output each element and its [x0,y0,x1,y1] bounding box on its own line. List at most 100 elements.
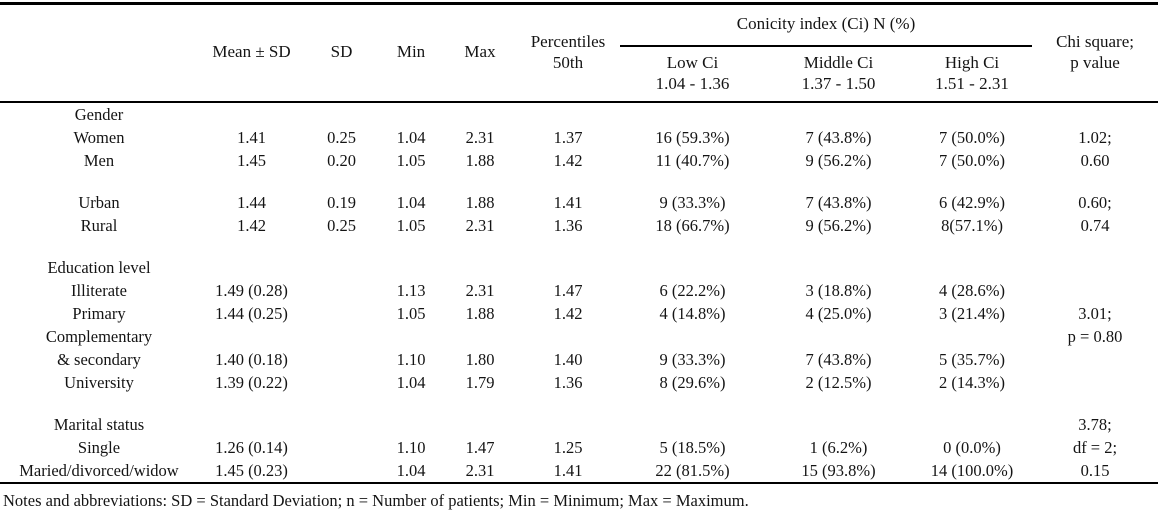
data-cell: 1.40 (0.18) [215,349,288,369]
data-cell: 0.20 [327,150,356,170]
header-chi-line1: Chi square; [1056,32,1134,52]
table-row-marital: Single 1.26 (0.14) 1.10 1.47 1.25 5 (18.5%) 1 … [0,436,1158,459]
header-low-ci: Low Ci 1.04 - 1.36 [620,45,765,103]
data-cell: 1.44 (0.25) [215,303,288,323]
data-cell [305,413,378,436]
data-cell: 2.31 [465,460,495,480]
data-cell: 1.36 [553,372,583,392]
data-cell [378,413,444,436]
data-cell: 1.41 [553,192,583,212]
header-mean-sd: Mean ± SD [198,3,305,103]
data-cell: 4 (28.6%) [939,280,1005,300]
data-cell: 1.05 [396,303,426,323]
data-cell [912,413,1032,436]
data-cell: 6 (42.9%) [939,192,1005,212]
header-row-2: Low Ci 1.04 - 1.36 Middle Ci 1.37 - 1.50… [0,45,1158,103]
row-label-cell: Education level [47,257,151,277]
data-cell: 18 (66.7%) [655,215,730,235]
data-cell [198,256,305,279]
table-row-education: University 1.39 (0.22) 1.04 1.79 1.36 8 (29.6… [0,371,1158,394]
data-cell: 5 (18.5%) [659,437,726,457]
data-cell: 7 (43.8%) [805,349,872,369]
data-cell [1032,102,1158,126]
data-cell: 1.37 [553,127,583,147]
data-cell: 4 (25.0%) [805,303,872,323]
data-cell [912,102,1032,126]
data-cell: 1.41 [553,460,583,480]
data-cell: 1.88 [465,303,495,323]
header-middle-ci: Middle Ci 1.37 - 1.50 [765,45,912,103]
data-cell [765,413,912,436]
data-cell [516,256,620,279]
data-cell: 16 (59.3%) [655,127,730,147]
header-sd: SD [305,3,378,103]
data-cell: 2 (14.3%) [939,372,1005,392]
data-cell: 1.05 [396,215,426,235]
data-cell [620,325,765,348]
data-cell [305,256,378,279]
data-cell: 0 (0.0%) [943,437,1001,457]
row-label-cell: Gender [74,104,124,124]
data-cell [1032,371,1158,394]
header-low-ci-line1: Low Ci [666,52,719,72]
data-cell [444,256,516,279]
row-label-cell: Single [77,437,121,457]
header-row-1: Mean ± SD SD Min Max Percentiles 50th Co… [0,3,1158,103]
header-high-ci-line1: High Ci [944,52,1000,72]
header-percentiles: Percentiles 50th [516,3,620,103]
data-cell: 0.60; [1078,192,1112,212]
data-cell [305,302,378,325]
data-cell: 9 (33.3%) [659,192,726,212]
data-cell [1032,279,1158,302]
table-row-residence: Rural 1.42 0.25 1.05 2.31 1.36 18 (66.7%) 9 (56… [0,214,1158,237]
header-min: Min [378,3,444,103]
data-cell: 1.79 [465,372,495,392]
data-cell: 7 (50.0%) [939,127,1005,147]
section-spacer [0,172,1158,191]
data-cell [305,371,378,394]
data-cell: df = 2; [1072,437,1118,457]
data-cell: 9 (56.2%) [805,150,872,170]
data-cell [444,413,516,436]
table-row-gender: Gender [0,102,1158,126]
data-cell: 1.05 [396,150,426,170]
data-cell: p = 0.80 [1067,326,1123,346]
section-spacer [0,394,1158,413]
header-low-ci-line2: 1.04 - 1.36 [655,73,730,93]
data-cell [516,413,620,436]
section-spacer [0,237,1158,256]
data-cell [305,436,378,459]
header-max: Max [444,3,516,103]
data-cell [444,102,516,126]
data-cell: 0.19 [327,192,356,212]
data-cell: 1.80 [465,349,495,369]
data-cell [305,279,378,302]
header-conicity-group: Conicity index (Ci) N (%) [620,3,1033,47]
data-cell [305,459,378,483]
data-cell [305,102,378,126]
data-cell [1032,256,1158,279]
data-cell: 0.60 [1080,150,1110,170]
data-cell: 1.36 [553,215,583,235]
data-cell: 1.45 [237,150,266,170]
data-cell: 1.10 [396,437,426,457]
header-chi-line2: p value [1070,52,1120,72]
data-cell: 1.04 [396,192,426,212]
data-cell: 1.44 [237,192,266,212]
data-cell: 0.74 [1080,215,1110,235]
row-label-cell: Urban [78,192,120,212]
data-cell: 1.47 [553,280,583,300]
data-cell: 5 (35.7%) [939,349,1005,369]
data-cell: 2.31 [465,127,495,147]
data-cell [912,256,1032,279]
header-middle-ci-line1: Middle Ci [803,52,874,72]
data-cell: 7 (50.0%) [939,150,1005,170]
data-cell [444,325,516,348]
data-cell: 11 (40.7%) [655,150,730,170]
data-cell [378,256,444,279]
data-cell: 7 (43.8%) [805,192,872,212]
data-cell: 1.49 (0.28) [215,280,288,300]
data-cell: 1.42 [237,215,266,235]
row-label-cell: Rural [80,215,118,235]
